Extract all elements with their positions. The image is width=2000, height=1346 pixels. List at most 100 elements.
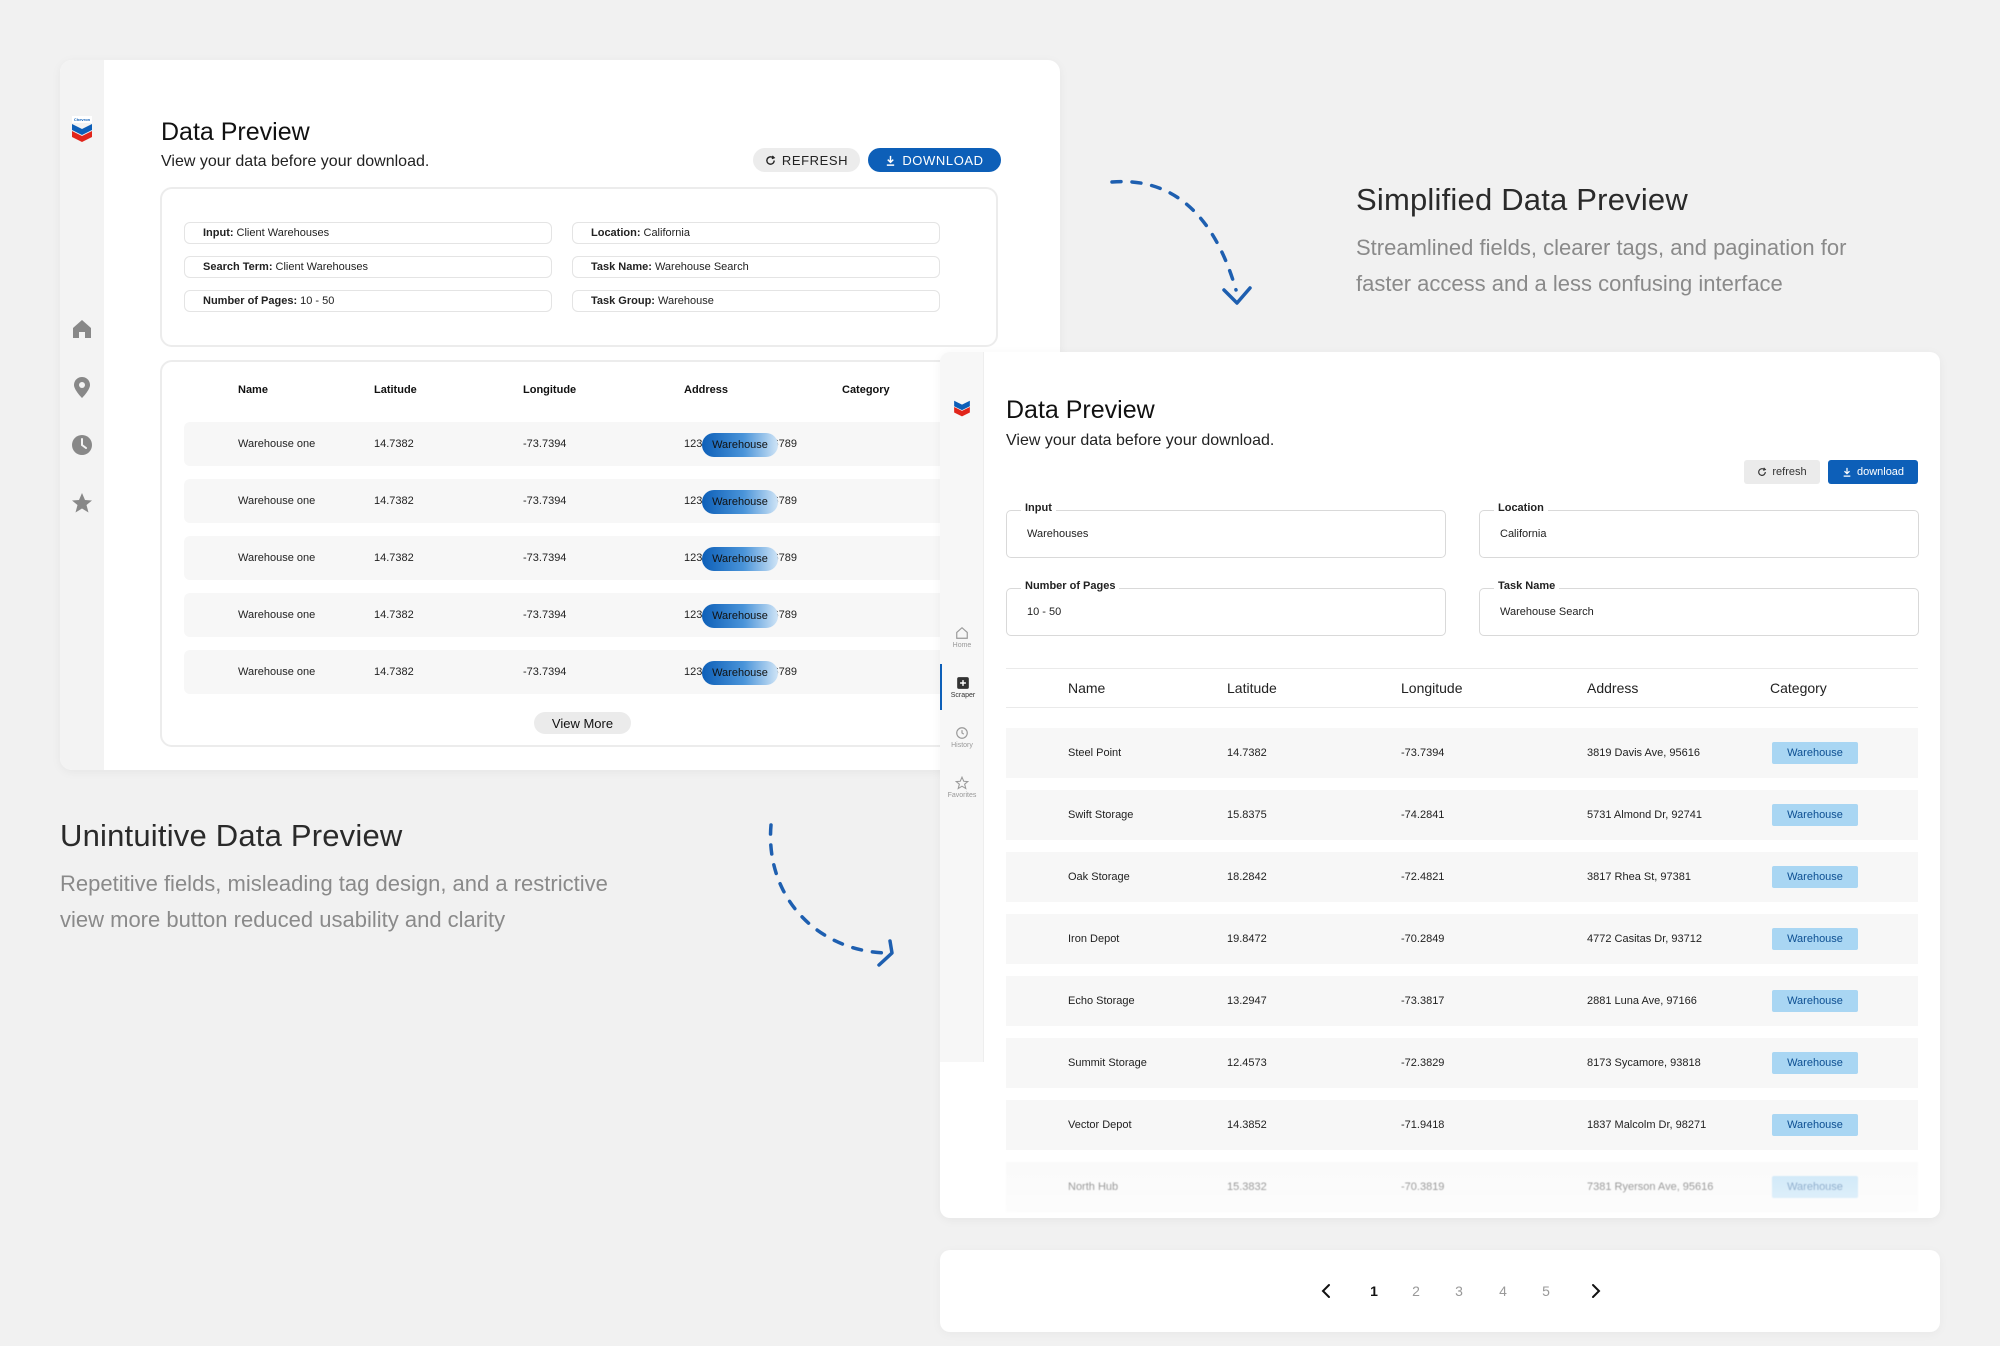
dashed-arrow-bottom-icon [768,823,894,967]
new-cell-latitude: 18.2842 [1227,871,1267,883]
new-table-row[interactable]: Swift Storage 15.8375 -74.2841 5731 Almond … [1006,790,1918,840]
new-table-row[interactable]: Vector Depot 14.3852 -71.9418 1837 Malcolm … [1006,1100,1918,1150]
page-3[interactable]: 3 [1455,1283,1463,1299]
new-cell-longitude: -73.3817 [1401,995,1445,1007]
star-icon [955,775,969,790]
star-icon[interactable] [68,489,96,517]
dashed-arrow-top-icon [1110,179,1252,305]
new-category-tag: Warehouse [1772,804,1858,826]
nav-favorites[interactable]: Favorites [940,764,984,810]
new-refresh-button[interactable]: refresh [1744,460,1820,484]
new-table-row[interactable]: Iron Depot 19.8472 -70.2849 4772 Casitas Dr… [1006,914,1918,964]
old-refresh-label: REFRESH [781,152,849,168]
old-category-tag: Warehouse [702,661,778,685]
download-icon [887,155,895,166]
new-cell-longitude: -71.9418 [1401,1119,1445,1131]
new-download-label: download [1856,466,1905,478]
new-cell-address: 8173 Sycamore, 93818 [1587,1057,1701,1069]
new-data-preview-card: Home Scraper History Favorites Data Prev… [940,352,1940,1218]
location-field[interactable]: Location California [1479,502,1919,558]
old-page-subtitle: View your data before your download. [161,153,430,170]
old-cell-longitude: -73.7394 [523,666,567,678]
old-cell-longitude: -73.7394 [523,552,567,564]
new-cell-longitude: -72.3829 [1401,1057,1445,1069]
clock-icon[interactable] [68,431,96,459]
new-cell-longitude: -72.4821 [1401,871,1445,883]
old-col-address: Address [684,384,729,396]
home-icon[interactable] [68,315,96,343]
location-pin-icon[interactable] [68,373,96,401]
new-table-row[interactable]: Summit Storage 12.4573 -72.3829 8173 Sycamo… [1006,1038,1918,1088]
new-cell-address: 3819 Davis Ave, 95616 [1587,747,1700,759]
new-download-button[interactable]: download [1828,460,1918,484]
task-name-field[interactable]: Task Name Warehouse Search [1479,580,1919,636]
page-4[interactable]: 4 [1499,1283,1507,1299]
new-cell-name: Oak Storage [1068,871,1130,883]
old-refresh-button[interactable]: REFRESH [753,148,860,172]
view-more-button[interactable]: View More [534,712,631,734]
old-cell-longitude: -73.7394 [523,438,567,450]
chevron-right-icon[interactable] [1586,1281,1606,1301]
nav-home[interactable]: Home [940,614,984,660]
home-icon [956,626,968,639]
old-page-title: Data Preview [161,118,310,146]
old-data-preview-card: Chevron Data Preview View your data befo… [60,60,1060,770]
new-category-tag: Warehouse [1772,1114,1858,1136]
simplified-caption-title: Simplified Data Preview [1356,182,1688,217]
new-cell-latitude: 12.4573 [1227,1057,1267,1069]
old-download-button[interactable]: DOWNLOAD [868,148,1001,172]
old-fields-panel: Input: Client Warehouses Location: Califor… [160,187,998,347]
page-1[interactable]: 1 [1370,1283,1378,1299]
page-5[interactable]: 5 [1542,1283,1550,1299]
new-table-header: Name Latitude Longitude Address Category [1006,668,1918,708]
old-sidebar: Chevron [60,60,104,770]
new-category-tag: Warehouse [1772,990,1858,1012]
old-cell-latitude: 14.7382 [374,666,414,678]
nav-scraper[interactable]: Scraper [940,664,984,710]
new-cell-address: 2881 Luna Ave, 97166 [1587,995,1697,1007]
refresh-icon [1758,467,1767,476]
new-category-tag: Warehouse [1772,742,1858,764]
new-cell-address: 1837 Malcolm Dr, 98271 [1587,1119,1707,1131]
refresh-icon [766,154,776,165]
new-cell-latitude: 19.8472 [1227,933,1267,945]
new-cell-longitude: -74.2841 [1401,809,1445,821]
new-table-row[interactable]: Echo Storage 13.2947 -73.3817 2881 Luna Ave… [1006,976,1918,1026]
chevron-left-icon[interactable] [1316,1281,1336,1301]
old-field-search-term: Search Term: Client Warehouses [184,256,552,278]
old-col-category: Category [842,384,890,396]
new-col-longitude: Longitude [1401,680,1463,696]
input-field[interactable]: Input Warehouses [1006,502,1446,558]
old-field-task-group: Task Group: Warehouse [572,290,940,312]
new-cell-latitude: 14.7382 [1227,747,1267,759]
old-category-tag: Warehouse [702,433,778,457]
download-icon [1843,467,1851,477]
new-category-tag: Warehouse [1772,1052,1858,1074]
unintuitive-caption-body: Repetitive fields, misleading tag design… [60,871,608,932]
old-category-tag: Warehouse [702,490,778,514]
chevron-logo-icon: Chevron [72,116,92,142]
old-col-longitude: Longitude [523,384,577,396]
new-cell-latitude: 15.8375 [1227,809,1267,821]
number-of-pages-field[interactable]: Number of Pages 10 - 50 [1006,580,1446,636]
new-table-row[interactable]: Oak Storage 18.2842 -72.4821 3817 Rhea St, … [1006,852,1918,902]
unintuitive-caption-title: Unintuitive Data Preview [60,818,403,853]
new-table-row[interactable]: Steel Point 14.7382 -73.7394 3819 Davis Ave… [1006,728,1918,778]
nav-history[interactable]: History [940,714,984,760]
chevron-logo-icon [954,400,970,417]
new-cell-name: Iron Depot [1068,933,1120,945]
old-data-table: Name Latitude Longitude Address Category… [160,360,998,747]
old-cell-latitude: 14.7382 [374,438,414,450]
old-cell-name: Warehouse one [238,666,316,678]
page-2[interactable]: 2 [1412,1283,1420,1299]
new-col-latitude: Latitude [1227,680,1277,696]
new-cell-latitude: 14.3852 [1227,1119,1267,1131]
old-field-input: Input: Client Warehouses [184,222,552,244]
new-page-subtitle: View your data before your download. [1006,432,1275,449]
old-cell-name: Warehouse one [238,438,316,450]
